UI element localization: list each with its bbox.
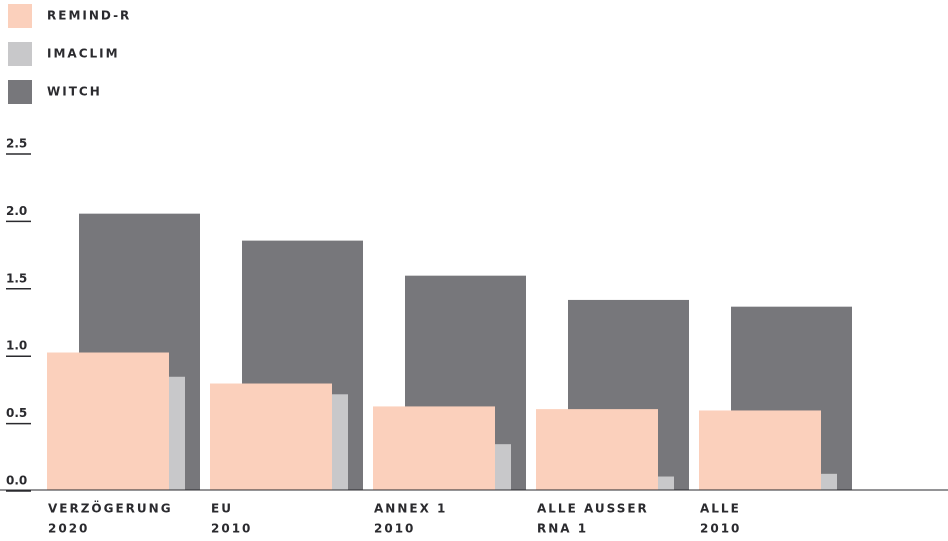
bar <box>169 376 185 490</box>
x-tick-label: ALLE <box>700 502 741 516</box>
x-tick-label: EU <box>211 502 233 516</box>
x-tick-label: 2010 <box>374 522 415 536</box>
x-tick-label: ANNEX 1 <box>374 502 447 516</box>
bar <box>536 409 658 490</box>
bar <box>658 476 674 490</box>
x-tick-label: ALLE AUSSER <box>537 502 649 516</box>
bar <box>821 473 837 490</box>
bar <box>332 394 348 490</box>
bar <box>699 410 821 490</box>
y-tick-label: 1.5 <box>6 271 27 285</box>
bar <box>495 444 511 490</box>
bar <box>210 383 332 490</box>
y-tick-label: 1.0 <box>6 339 27 353</box>
y-tick-label: 0.0 <box>6 474 27 488</box>
legend-label: WITCH <box>47 85 102 99</box>
x-tick-label: 2010 <box>211 522 252 536</box>
legend-label: IMACLIM <box>47 47 120 61</box>
y-tick-label: 2.5 <box>6 137 27 151</box>
legend-swatch <box>8 80 32 104</box>
legend-swatch <box>8 42 32 66</box>
y-tick-label: 2.0 <box>6 204 27 218</box>
x-tick-label: RNA 1 <box>537 522 588 536</box>
bar <box>373 406 495 490</box>
x-tick-label: VERZÖGERUNG <box>48 501 173 516</box>
bar <box>47 352 169 490</box>
y-tick-label: 0.5 <box>6 406 27 420</box>
x-tick-label: 2010 <box>700 522 741 536</box>
x-tick-label: 2020 <box>48 522 89 536</box>
legend-label: REMIND-R <box>47 9 131 23</box>
legend-swatch <box>8 4 32 28</box>
